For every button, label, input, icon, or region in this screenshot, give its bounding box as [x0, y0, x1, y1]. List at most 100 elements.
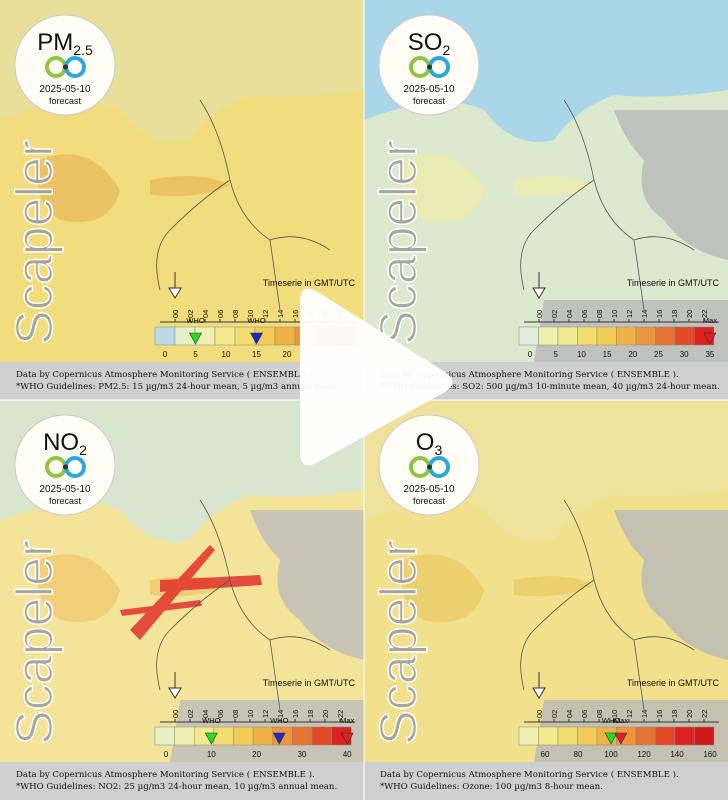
hour-label: 12	[625, 310, 634, 318]
scale-tick-label: 5	[193, 350, 198, 359]
scale-tick-label: 60	[541, 750, 550, 759]
scale-marker	[204, 732, 218, 745]
hour-label: 18	[670, 710, 679, 718]
hour-label: 06	[216, 310, 225, 318]
scale-marker-label: Max	[703, 316, 717, 325]
hour-label: 14	[276, 710, 285, 718]
forecast-caption: forecast	[413, 496, 446, 506]
brand-watermark: Scapeler	[6, 140, 64, 345]
scale-tick-label: 20	[628, 350, 637, 359]
timeline-label: Timeserie in GMT/UTC	[263, 678, 356, 688]
map-hotspot	[120, 545, 262, 640]
forecast-caption: forecast	[413, 96, 446, 106]
scale-cell	[635, 726, 656, 746]
time-arrow-head	[168, 687, 182, 699]
hour-label: 16	[291, 710, 300, 718]
footer-line: *WHO Guidelines: SO2: 500 µg/m3 10-minut…	[380, 382, 720, 392]
scale-marker	[703, 332, 717, 345]
scale-tick-label: 20	[283, 350, 292, 359]
scale-cell	[538, 326, 559, 346]
map-border	[156, 499, 331, 711]
hour-label: 00	[171, 310, 180, 318]
scale-cell	[655, 726, 676, 746]
scale-marker	[340, 732, 354, 745]
scale-tick-label: 35	[705, 350, 714, 359]
forecast-date: 2025-05-10	[39, 84, 91, 95]
scale-cell	[596, 326, 617, 346]
scale-cell	[577, 326, 598, 346]
scale-tick-label: 15	[603, 350, 612, 359]
logo-dot	[427, 464, 432, 470]
map-gray-area	[534, 510, 728, 762]
scale-tick-label: 140	[670, 750, 684, 759]
scale-marker-label: WHO	[270, 716, 288, 725]
time-arrow-head	[168, 287, 182, 299]
pollutant-subscript: 2	[442, 42, 450, 58]
footer-line: *WHO Guidelines: Ozone: 100 µg/m3 8-hour…	[380, 782, 603, 792]
scale-cell	[518, 726, 539, 746]
pollutant-name: NO	[43, 429, 79, 456]
scale-marker-label: Max	[614, 716, 628, 725]
scale-tick-label: 0	[528, 350, 533, 359]
scale-cell	[252, 726, 273, 746]
scale-cell	[213, 726, 234, 746]
footer-line: Data by Copernicus Atmosphere Monitoring…	[16, 369, 315, 380]
scale-marker-label: WHO	[186, 316, 204, 325]
hour-label: 12	[261, 310, 270, 318]
hour-label: 00	[171, 710, 180, 718]
scale-marker-label: WHO	[602, 716, 620, 725]
time-arrow-head	[532, 287, 546, 299]
logo-dot	[63, 64, 68, 70]
hour-label: 22	[700, 310, 709, 318]
forecast-date: 2025-05-10	[403, 84, 455, 95]
hour-label: 14	[640, 710, 649, 718]
scale-cell	[557, 326, 578, 346]
scale-tick-label: 0	[164, 750, 169, 759]
scale-cell	[311, 726, 332, 746]
hour-label: 20	[321, 710, 330, 718]
hour-label: 08	[231, 710, 240, 718]
scale-tick-label: 5	[553, 350, 558, 359]
scale-tick-label: 15	[252, 350, 261, 359]
scale-cell	[154, 726, 175, 746]
hour-label: 22	[700, 710, 709, 718]
scale-marker-label: Max	[340, 716, 354, 725]
forecast-date: 2025-05-10	[403, 484, 455, 495]
hour-label: 16	[655, 310, 664, 318]
scale-cell	[694, 726, 715, 746]
hour-label: 02	[186, 710, 195, 718]
pollutant-name: SO	[408, 29, 443, 56]
map-patch	[401, 154, 594, 222]
scale-tick-label: 10	[577, 350, 586, 359]
pollutant-name: O	[416, 429, 435, 456]
hour-label: 12	[261, 710, 270, 718]
footer-band	[364, 762, 728, 800]
scale-cell	[655, 326, 676, 346]
map-gray-area	[170, 510, 364, 762]
play-button[interactable]	[300, 288, 453, 466]
hour-label: 18	[306, 710, 315, 718]
scale-cell	[616, 326, 637, 346]
hour-label: 18	[670, 310, 679, 318]
scale-tick-label: 30	[680, 350, 689, 359]
scale-tick-label: 10	[207, 750, 216, 759]
scale-cell	[274, 326, 296, 346]
scale-tick-label: 40	[343, 750, 352, 759]
hour-label: 00	[535, 310, 544, 318]
brand-watermark: Scapeler	[370, 140, 428, 345]
hour-label: 10	[610, 710, 619, 718]
scale-tick-label: 160	[703, 750, 717, 759]
scale-tick-label: 30	[297, 750, 306, 759]
scale-tick-label: 25	[654, 350, 663, 359]
hour-label: 02	[550, 310, 559, 318]
brand-watermark: Scapeler	[370, 540, 428, 745]
hour-label: 20	[685, 310, 694, 318]
hour-label: 02	[186, 310, 195, 318]
scale-cell	[538, 726, 559, 746]
hour-label: 12	[625, 710, 634, 718]
footer-line: Data by Copernicus Atmosphere Monitoring…	[380, 769, 679, 780]
pollutant-title: O3	[416, 429, 443, 458]
